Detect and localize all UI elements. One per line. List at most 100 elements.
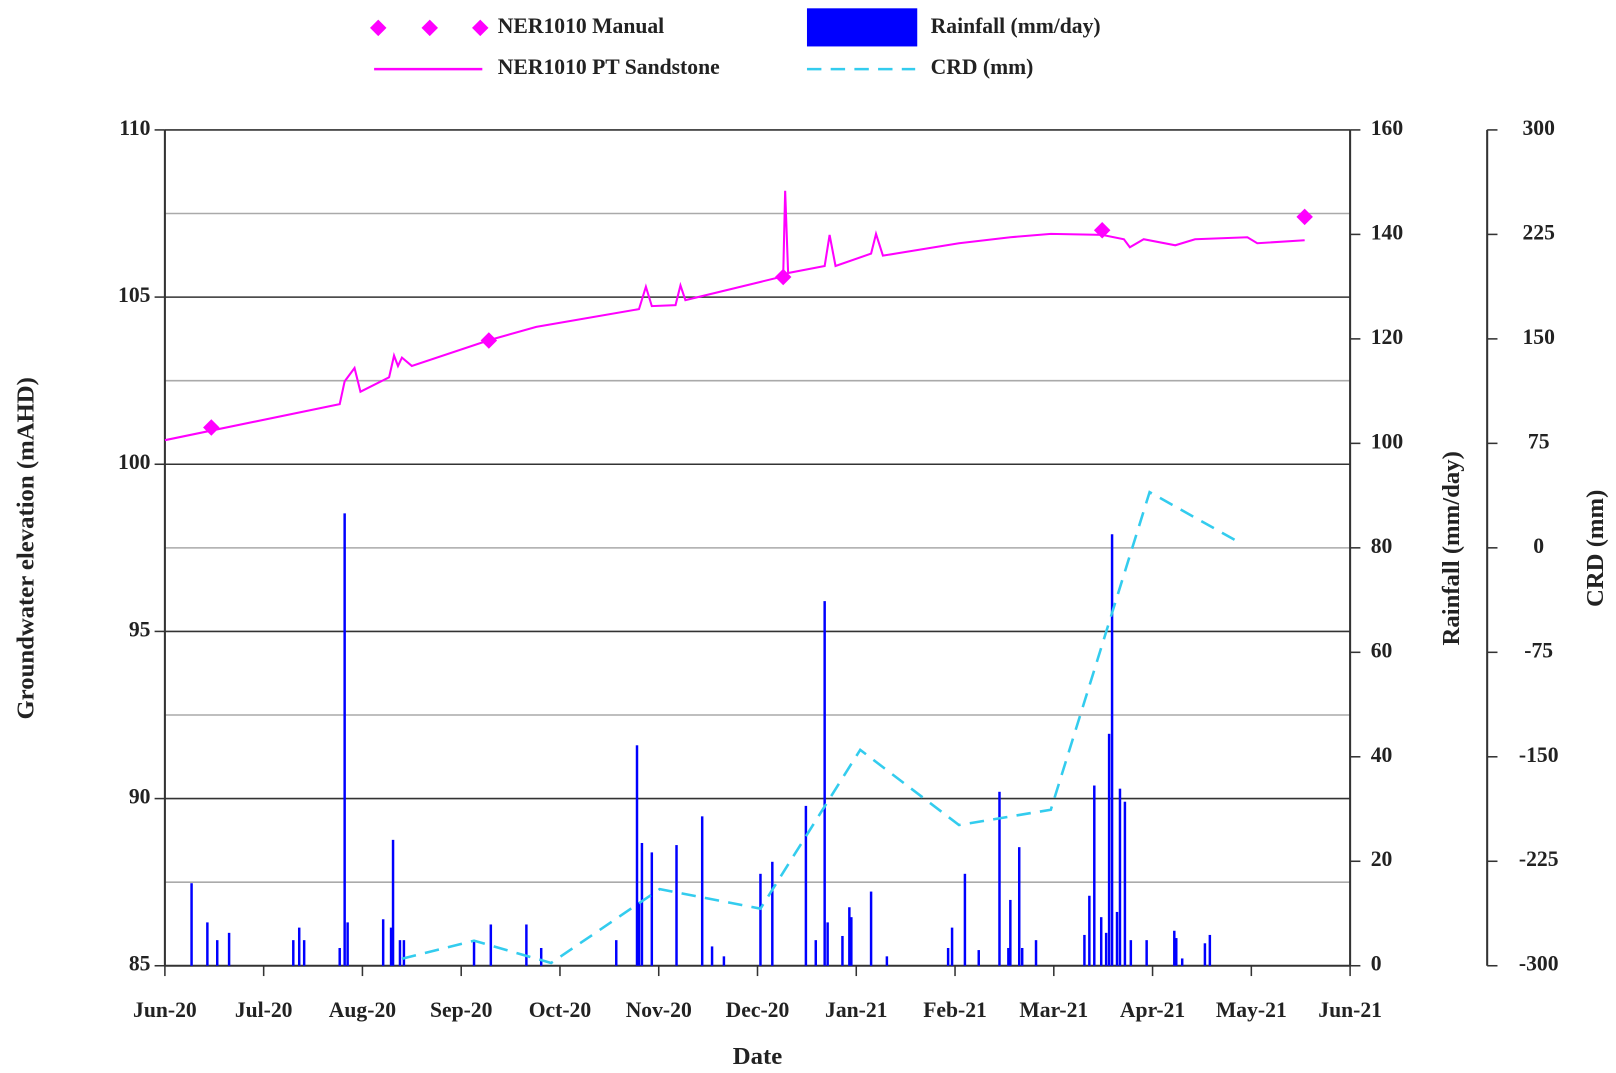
rainfall-bar [946, 947, 950, 966]
rainfall-bar [1017, 847, 1021, 966]
rainfall-bar [1118, 788, 1122, 966]
rainfall-bar [823, 601, 826, 966]
x-tick-label: Jan-21 [825, 998, 887, 1022]
rainfall-bar [1115, 911, 1119, 966]
rainfall-bar [963, 873, 967, 966]
rainfall-bar [1093, 785, 1096, 966]
rainfall-bar [206, 922, 209, 966]
rainfall-bar [1009, 899, 1012, 966]
rainfall-bar [391, 839, 395, 966]
rainfall-bar [759, 873, 762, 966]
rainfall-bar [675, 845, 678, 966]
rainfall-bar [710, 946, 714, 966]
rainfall-bar [1173, 930, 1176, 966]
y2-tick-label: 120 [1371, 325, 1403, 349]
y3-tick-label: -75 [1524, 638, 1553, 662]
y-tick-label: 105 [118, 283, 151, 307]
rainfall-bar [190, 883, 193, 966]
y-tick-label: 100 [118, 450, 150, 474]
rainfall-bar [814, 940, 818, 966]
y-tick-label: 90 [129, 785, 151, 809]
rainfall-bar [722, 956, 726, 966]
x-tick-label: Dec-20 [726, 998, 790, 1022]
rainfall-bar [343, 513, 346, 966]
y2-tick-label: 160 [1371, 116, 1403, 140]
y3-tick-label: 75 [1528, 429, 1550, 453]
y-axis-title: Groundwater elevation (mAHD) [12, 377, 39, 719]
legend-label: NER1010 PT Sandstone [498, 55, 720, 79]
x-tick-label: Oct-20 [529, 998, 591, 1022]
rainfall-bar [615, 940, 618, 966]
x-axis-title: Date [733, 1043, 782, 1070]
rainfall-bar [402, 940, 406, 966]
rainfall-bar [398, 940, 402, 966]
rainfall-bar [1020, 947, 1024, 966]
rainfall-bar [381, 919, 385, 966]
legend-label: NER1010 Manual [498, 14, 664, 38]
series-line [164, 190, 1305, 442]
rainfall-bar [539, 947, 543, 966]
x-tick-label: Feb-21 [923, 998, 987, 1022]
y3-tick-label: -300 [1519, 952, 1559, 976]
rainfall-bar [472, 940, 476, 966]
rainfall-bar [1180, 958, 1184, 966]
rainfall-bar [389, 927, 393, 966]
rainfall-bar [1129, 940, 1133, 966]
rainfall-bar [525, 924, 528, 966]
legend-label: CRD (mm) [931, 55, 1034, 79]
x-tick-label: Jul-20 [235, 998, 293, 1022]
rainfall-bar [1083, 934, 1086, 966]
rainfall-bar [292, 940, 295, 966]
rainfall-bar [1123, 801, 1127, 966]
x-tick-label: Mar-21 [1019, 998, 1088, 1022]
y-tick-label: 85 [129, 952, 151, 976]
y-tick-label: 110 [119, 116, 150, 140]
rainfall-bar [1088, 895, 1091, 966]
x-tick-label: Sep-20 [430, 998, 492, 1022]
rainfall-bar [302, 940, 306, 966]
y2-tick-label: 60 [1371, 638, 1393, 662]
rainfall-bar [1110, 534, 1114, 966]
y3-tick-label: 300 [1522, 116, 1554, 140]
y2-tick-label: 100 [1371, 429, 1403, 453]
rainfall-bar [977, 950, 980, 966]
series-line [401, 490, 1238, 965]
rainfall-bar [841, 935, 844, 966]
rainfall-bar [1175, 938, 1178, 966]
y3-tick-label: -150 [1519, 743, 1559, 767]
rainfall-bar [1107, 733, 1111, 966]
rainfall-bar [1007, 947, 1010, 966]
y2-tick-label: 20 [1371, 847, 1393, 871]
x-tick-label: May-21 [1216, 998, 1287, 1022]
rainfall-bar [297, 927, 301, 966]
y3-axis-title: CRD (mm) [1582, 490, 1609, 607]
legend-swatch [472, 19, 489, 37]
rainfall-bar [1203, 943, 1207, 966]
legend-swatch [421, 19, 439, 37]
rainfall-bar [850, 917, 853, 966]
y3-tick-label: 150 [1522, 325, 1554, 349]
rainfall-bar [950, 927, 954, 966]
rainfall-bar [771, 861, 774, 966]
rainfall-bar [1099, 917, 1103, 966]
rainfall-bar [700, 816, 704, 966]
y2-tick-label: 40 [1371, 743, 1393, 767]
y3-tick-label: 225 [1522, 220, 1555, 244]
x-tick-label: Aug-20 [329, 998, 396, 1022]
rainfall-bar [640, 842, 644, 966]
rainfall-bar [1104, 932, 1108, 966]
y2-tick-label: 80 [1371, 534, 1393, 558]
rainfall-bar [637, 902, 641, 966]
rainfall-bar [998, 791, 1001, 966]
rainfall-bar [650, 852, 654, 966]
manual-marker [203, 419, 220, 436]
x-tick-label: Nov-20 [626, 998, 692, 1022]
y-tick-label: 95 [129, 617, 151, 641]
y2-tick-label: 140 [1371, 220, 1403, 244]
manual-marker [1296, 208, 1313, 226]
rainfall-bar [635, 745, 639, 966]
rainfall-bar [885, 956, 889, 966]
y3-tick-label: -225 [1519, 847, 1559, 871]
x-tick-label: Jun-21 [1318, 998, 1382, 1022]
